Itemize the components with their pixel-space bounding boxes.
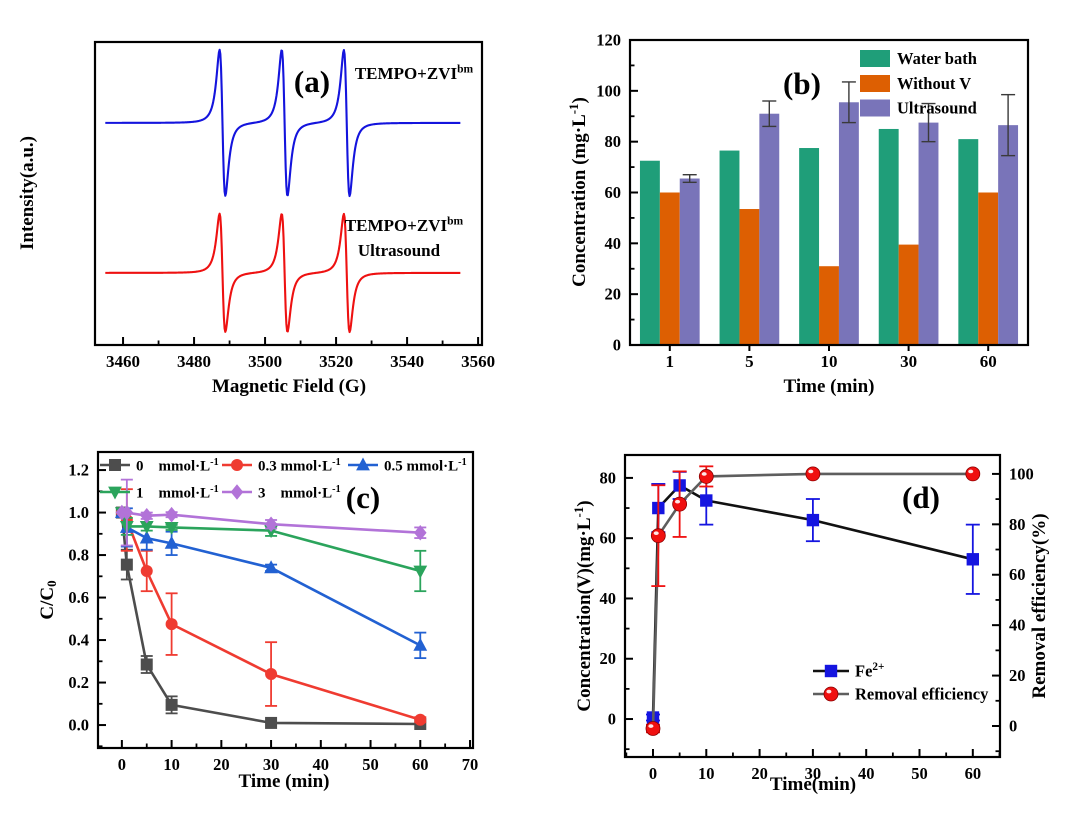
svg-text:60: 60 — [605, 183, 622, 202]
svg-text:TEMPO+ZVIbm: TEMPO+ZVIbm — [355, 63, 474, 83]
svg-text:1.2: 1.2 — [68, 461, 89, 480]
svg-text:C/C0: C/C0 — [37, 580, 59, 619]
svg-text:0: 0 — [1009, 716, 1017, 735]
svg-text:50: 50 — [911, 764, 928, 783]
svg-text:Magnetic Field (G): Magnetic Field (G) — [212, 376, 366, 397]
svg-text:20: 20 — [213, 755, 230, 774]
svg-text:Time(min): Time(min) — [770, 774, 856, 795]
svg-text:30: 30 — [263, 755, 280, 774]
svg-text:Concentration (mg·L-1): Concentration (mg·L-1) — [566, 97, 590, 287]
svg-text:60: 60 — [1009, 565, 1026, 584]
svg-text:60: 60 — [600, 529, 617, 548]
svg-text:3 mmol·L-1: 3 mmol·L-1 — [258, 484, 341, 502]
svg-text:Time (min): Time (min) — [784, 376, 875, 397]
svg-text:0.0: 0.0 — [68, 716, 89, 735]
svg-text:40: 40 — [1009, 616, 1026, 635]
svg-text:0.8: 0.8 — [68, 546, 89, 565]
svg-text:0.2: 0.2 — [68, 673, 89, 692]
svg-text:30: 30 — [900, 352, 917, 371]
svg-text:0: 0 — [118, 755, 126, 774]
svg-text:80: 80 — [600, 468, 617, 487]
svg-text:40: 40 — [858, 764, 875, 783]
svg-text:60: 60 — [980, 352, 997, 371]
panel-d-dual-axis-chart: 0 10 20 30 40 50 60 0 20 40 60 80 0 20 40 60 80 100 Fe2+ Re… — [571, 453, 1050, 795]
svg-text:20: 20 — [600, 649, 617, 668]
svg-text:0: 0 — [608, 710, 616, 729]
svg-text:Ultrasound: Ultrasound — [358, 241, 441, 260]
svg-text:100: 100 — [1009, 464, 1034, 483]
svg-text:80: 80 — [605, 132, 622, 151]
svg-text:10: 10 — [698, 764, 715, 783]
svg-text:1.0: 1.0 — [68, 503, 89, 522]
svg-text:Removal efficiency: Removal efficiency — [855, 685, 989, 704]
svg-text:100: 100 — [596, 81, 621, 100]
svg-text:3460: 3460 — [106, 352, 140, 371]
svg-text:1 mmol·L-1: 1 mmol·L-1 — [136, 484, 219, 502]
svg-text:0.6: 0.6 — [68, 588, 89, 607]
svg-text:0: 0 — [613, 336, 621, 355]
svg-text:(a): (a) — [294, 64, 330, 99]
svg-text:20: 20 — [1009, 666, 1026, 685]
svg-text:Water bath: Water bath — [897, 49, 977, 68]
svg-text:20: 20 — [605, 285, 622, 304]
svg-text:5: 5 — [745, 352, 754, 371]
svg-text:30: 30 — [805, 764, 822, 783]
panel-a-epr-spectra-chart: 3460 3480 3500 3520 3540 3560 TEMPO+ZVIbm TEMPO… — [17, 40, 495, 397]
svg-text:80: 80 — [1009, 515, 1026, 534]
svg-text:3540: 3540 — [390, 352, 424, 371]
svg-text:120: 120 — [596, 31, 621, 50]
panel-b-concentration-bar-chart: 1 5 10 30 60 0 20 40 60 80 100 120 Water bath Without… — [566, 31, 1030, 397]
svg-text:0: 0 — [649, 764, 657, 783]
svg-text:10: 10 — [163, 755, 180, 774]
svg-text:1: 1 — [666, 352, 675, 371]
svg-text:(c): (c) — [346, 480, 380, 515]
svg-text:0.3 mmol·L-1: 0.3 mmol·L-1 — [258, 457, 341, 475]
svg-text:Time (min): Time (min) — [239, 771, 330, 792]
panel-c-cc0-line-chart: 0 10 20 30 40 50 60 70 0.0 0.2 0.4 0.6 0.8 1.0 1.2 0 mm… — [37, 450, 479, 792]
svg-text:0 mmol·L-1: 0 mmol·L-1 — [136, 457, 219, 475]
svg-text:3480: 3480 — [177, 352, 211, 371]
svg-text:10: 10 — [821, 352, 838, 371]
svg-text:Without V: Without V — [897, 74, 971, 93]
svg-text:TEMPO+ZVIbm: TEMPO+ZVIbm — [345, 215, 464, 235]
svg-text:60: 60 — [965, 764, 982, 783]
svg-text:60: 60 — [412, 755, 429, 774]
svg-text:Concentration(V)(mg·L-1): Concentration(V)(mg·L-1) — [571, 500, 595, 711]
svg-text:20: 20 — [751, 764, 768, 783]
svg-text:Removal efficiency(%): Removal efficiency(%) — [1029, 513, 1050, 698]
svg-text:70: 70 — [462, 755, 479, 774]
svg-text:Intensity(a.u.): Intensity(a.u.) — [17, 136, 38, 250]
svg-text:3520: 3520 — [319, 352, 353, 371]
svg-text:50: 50 — [362, 755, 379, 774]
svg-text:3500: 3500 — [248, 352, 282, 371]
svg-text:(b): (b) — [783, 66, 821, 101]
svg-text:0.4: 0.4 — [68, 631, 89, 650]
svg-text:Ultrasound: Ultrasound — [897, 99, 977, 118]
svg-text:40: 40 — [600, 589, 617, 608]
svg-text:40: 40 — [605, 234, 622, 253]
svg-text:(d): (d) — [902, 480, 940, 515]
svg-text:0.5 mmol·L-1: 0.5 mmol·L-1 — [384, 457, 467, 475]
svg-text:3560: 3560 — [461, 352, 495, 371]
svg-text:Fe2+: Fe2+ — [855, 661, 884, 680]
svg-text:40: 40 — [313, 755, 330, 774]
